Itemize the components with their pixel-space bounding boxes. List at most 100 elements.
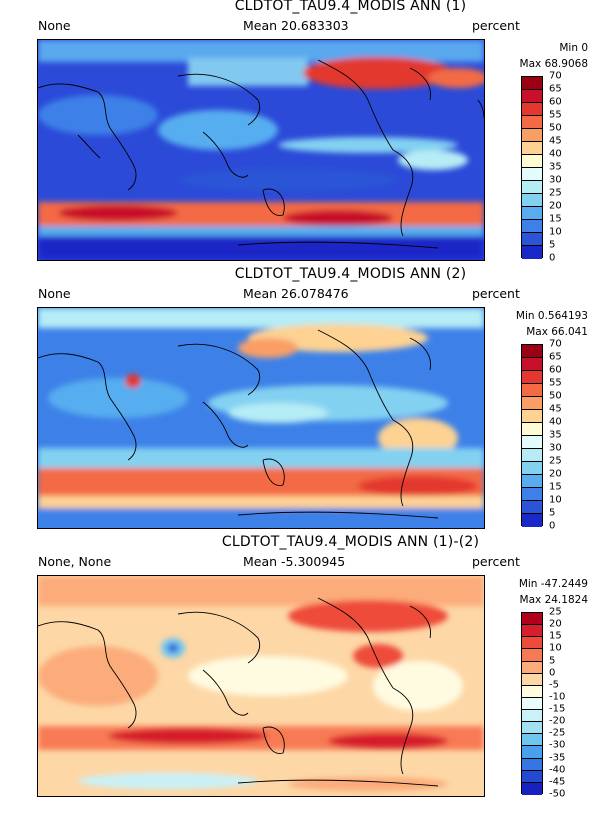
colorbar-tick-label: 55 [549, 377, 562, 389]
colorbar-tick-label: 25 [549, 187, 562, 199]
colorbar-swatch [522, 782, 542, 795]
colorbar-swatch [522, 246, 542, 259]
colorbar-swatch [522, 90, 542, 103]
colorbar-swatch [522, 207, 542, 220]
map-field-1 [38, 40, 484, 260]
colorbar-swatch [522, 410, 542, 423]
colorbar-tick-label: 70 [549, 338, 562, 350]
colorbar-swatch [522, 423, 542, 436]
plot-panel-3: CLDTOT_TAU9.4_MODIS ANN (1)-(2) None, No… [0, 534, 606, 804]
min-max-labels: Min 0 Max 68.9068 [520, 40, 588, 72]
colorbar-tick-label: 30 [549, 442, 562, 454]
colorbar-tick-label: -20 [549, 715, 566, 727]
colorbar-swatch [522, 397, 542, 410]
colorbar-swatch [522, 514, 542, 527]
min-max-labels: Min 0.564193 Max 66.041 [516, 308, 588, 340]
coastlines [38, 59, 484, 249]
colorbar-swatch [522, 697, 542, 710]
colorbar-tick-label: -35 [549, 752, 566, 764]
mean-label: Mean 26.078476 [243, 286, 349, 301]
colorbar-tick-label: 25 [549, 455, 562, 467]
units-label: percent [472, 286, 520, 301]
colorbar-tick-label: 25 [549, 606, 562, 618]
colorbar-swatch [522, 142, 542, 155]
colorbar-swatch [522, 103, 542, 116]
colorbar-swatch [522, 77, 542, 90]
colorbar-tick-label: 40 [549, 148, 562, 160]
colorbar-swatch [522, 233, 542, 246]
max-label: Max 24.1824 [519, 594, 588, 606]
colorbar-swatch [522, 758, 542, 771]
colorbar-tick-label: -5 [549, 679, 559, 691]
colorbar-tick-label: -40 [549, 764, 566, 776]
colorbar-swatch [522, 436, 542, 449]
colorbar-swatch [522, 462, 542, 475]
colorbar-tick-label: 5 [549, 655, 556, 667]
colorbar-swatch [522, 371, 542, 384]
colorbar-tick-label: -25 [549, 727, 566, 739]
colorbar-tick-label: -10 [549, 691, 566, 703]
colorbar-swatch [522, 710, 542, 723]
min-label: Min -47.2449 [518, 578, 588, 590]
colorbar-tick-label: 15 [549, 213, 562, 225]
colorbar-swatch [522, 168, 542, 181]
colorbar-tick-label: -30 [549, 739, 566, 751]
mean-label: Mean -5.300945 [243, 554, 346, 569]
max-label: Max 68.9068 [519, 58, 588, 70]
colorbar-swatch [522, 661, 542, 674]
colorbar-tick-label: 50 [549, 122, 562, 134]
min-label: Min 0 [559, 42, 588, 54]
colorbar-swatch [522, 475, 542, 488]
colorbar-swatch [522, 734, 542, 747]
map-field-3 [38, 576, 484, 796]
world-map [37, 575, 485, 797]
colorbar-swatch [522, 116, 542, 129]
colorbar-tick-label: 65 [549, 351, 562, 363]
coastlines [38, 597, 439, 787]
colorbar-tick-label: 35 [549, 161, 562, 173]
world-map [37, 39, 485, 261]
colorbar-tick-label: 45 [549, 135, 562, 147]
colorbar-tick-label: 15 [549, 630, 562, 642]
map-field-2 [38, 308, 484, 528]
colorbar-swatch [522, 129, 542, 142]
colorbar-swatch [522, 449, 542, 462]
colorbar-tick-label: 60 [549, 96, 562, 108]
colorbar-tick-label: 5 [549, 507, 556, 519]
colorbar-swatch [522, 488, 542, 501]
colorbar-swatch [522, 649, 542, 662]
colorbar-swatch [522, 770, 542, 783]
units-label: percent [472, 554, 520, 569]
colorbar-swatch [522, 673, 542, 686]
colorbar-tick-label: 20 [549, 618, 562, 630]
colorbar-swatch [522, 685, 542, 698]
colorbar-tick-label: 15 [549, 481, 562, 493]
colorbar-tick-label: 40 [549, 416, 562, 428]
colorbar-swatch [522, 345, 542, 358]
colorbar-tick-label: 65 [549, 83, 562, 95]
colorbar [521, 344, 543, 527]
min-max-labels: Min -47.2449 Max 24.1824 [519, 576, 588, 608]
coastlines [38, 329, 439, 519]
panel-title: CLDTOT_TAU9.4_MODIS ANN (2) [234, 266, 467, 282]
plot-panel-2: CLDTOT_TAU9.4_MODIS ANN (2) None Mean 26… [0, 266, 606, 536]
colorbar-swatch [522, 625, 542, 638]
colorbar [521, 76, 543, 259]
colorbar-swatch [522, 220, 542, 233]
colorbar-tick-label: 20 [549, 200, 562, 212]
colorbar-tick-label: 30 [549, 174, 562, 186]
colorbar-tick-label: 60 [549, 364, 562, 376]
colorbar-swatch [522, 613, 542, 626]
colorbar-swatch [522, 155, 542, 168]
max-label: Max 66.041 [526, 326, 588, 338]
colorbar-tick-label: 10 [549, 226, 562, 238]
colorbar-tick-label: 35 [549, 429, 562, 441]
colorbar-tick-label: 50 [549, 390, 562, 402]
colorbar-tick-label: -50 [549, 788, 566, 800]
colorbar [521, 612, 543, 795]
colorbar-tick-label: -45 [549, 776, 566, 788]
colorbar-tick-label: 20 [549, 468, 562, 480]
colorbar-tick-label: -15 [549, 703, 566, 715]
colorbar-tick-label: 5 [549, 239, 556, 251]
left-label: None [38, 286, 71, 301]
